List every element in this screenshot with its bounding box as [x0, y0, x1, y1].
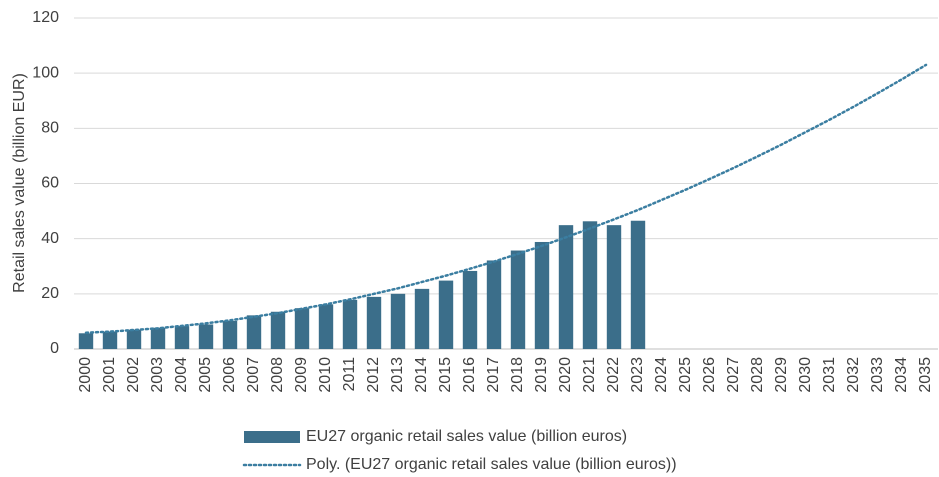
x-tick-label: 2020	[557, 357, 574, 393]
trend-line	[84, 63, 928, 334]
x-tick-label: 2011	[341, 357, 358, 392]
x-tick-label: 2031	[821, 357, 838, 393]
x-tick-label: 2008	[269, 357, 286, 393]
bar	[390, 293, 406, 349]
x-tick-label: 2003	[149, 357, 166, 393]
bar	[534, 241, 550, 349]
x-tick-label: 2006	[221, 357, 238, 393]
bar	[246, 315, 262, 349]
bar	[486, 260, 502, 349]
y-tick-label: 40	[41, 230, 59, 247]
x-tick-label: 2021	[581, 357, 598, 393]
x-tick-label: 2035	[917, 357, 934, 393]
x-tick-label: 2012	[365, 357, 382, 393]
x-tick-label: 2027	[725, 357, 742, 393]
x-tick-label: 2023	[629, 357, 646, 393]
x-tick-label: 2017	[485, 357, 502, 393]
y-tick-label: 60	[41, 175, 59, 192]
bar	[630, 220, 646, 349]
bar	[414, 288, 430, 349]
bar	[294, 308, 310, 349]
x-tick-label: 2024	[653, 357, 670, 393]
bar	[318, 304, 334, 349]
legend-label: Poly. (EU27 organic retail sales value (…	[306, 456, 677, 473]
x-tick-label: 2032	[845, 357, 862, 393]
y-tick-label: 80	[41, 120, 59, 137]
x-tick-label: 2028	[749, 357, 766, 393]
bar	[198, 324, 214, 349]
x-tick-label: 2026	[701, 357, 718, 393]
legend-label: EU27 organic retail sales value (billion…	[306, 428, 627, 445]
bar	[102, 331, 118, 349]
x-tick-label: 2010	[317, 357, 334, 393]
bar	[270, 311, 286, 349]
bar	[366, 296, 382, 349]
x-tick-label: 2007	[245, 357, 262, 393]
bar	[462, 270, 478, 349]
x-tick-label: 2013	[389, 357, 406, 393]
x-tick-label: 2004	[173, 357, 190, 393]
x-tick-label: 2015	[437, 357, 454, 393]
x-tick-label: 2022	[605, 357, 622, 393]
bar	[606, 225, 622, 349]
y-tick-label: 20	[41, 285, 59, 302]
x-tick-label: 2019	[533, 357, 550, 393]
x-tick-label: 2033	[869, 357, 886, 393]
bar	[174, 326, 190, 349]
bar	[582, 221, 598, 349]
bar	[558, 225, 574, 349]
bar	[150, 327, 166, 349]
bar	[510, 250, 526, 349]
y-tick-label: 100	[32, 64, 59, 81]
x-tick-label: 2029	[773, 357, 790, 393]
x-tick-label: 2025	[677, 357, 694, 393]
x-tick-label: 2018	[509, 357, 526, 393]
x-tick-label: 2009	[293, 357, 310, 393]
bar	[126, 329, 142, 349]
y-axis-label: Retail sales value (billion EUR)	[11, 73, 28, 293]
legend-swatch	[244, 431, 300, 443]
y-tick-label: 120	[32, 9, 59, 26]
x-tick-label: 2001	[101, 357, 118, 393]
bar	[438, 280, 454, 349]
x-tick-label: 2002	[125, 357, 142, 393]
bar	[342, 299, 358, 349]
x-tick-label: 2030	[797, 357, 814, 393]
x-tick-label: 2016	[461, 357, 478, 393]
bar	[222, 320, 238, 349]
x-tick-label: 2034	[893, 357, 910, 393]
x-tick-label: 2000	[77, 357, 94, 393]
x-tick-label: 2014	[413, 357, 430, 393]
x-tick-label: 2005	[197, 357, 214, 393]
bar	[78, 333, 94, 349]
y-tick-label: 0	[50, 340, 59, 357]
